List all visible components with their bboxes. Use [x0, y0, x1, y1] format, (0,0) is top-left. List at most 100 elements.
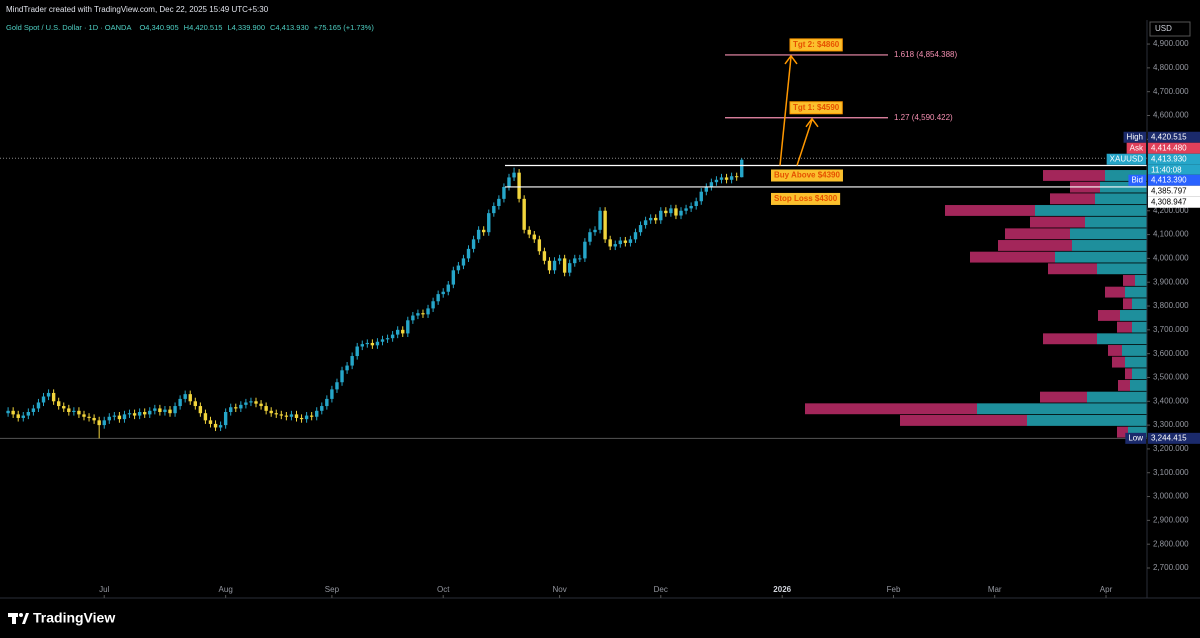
- candle-body: [512, 172, 516, 178]
- candle-body: [102, 420, 106, 426]
- candle-body: [618, 240, 623, 245]
- candle-body: [223, 412, 228, 426]
- candle-body: [436, 294, 440, 302]
- candle-body: [67, 408, 71, 413]
- logo-mark: [22, 613, 29, 624]
- price-tag: Ask: [1130, 143, 1144, 152]
- candle-body: [532, 234, 536, 240]
- x-tick-label: Sep: [325, 585, 340, 594]
- candle-body: [476, 229, 481, 240]
- logo: [8, 613, 29, 624]
- candle-body: [568, 263, 572, 273]
- candle-body: [669, 208, 673, 214]
- candle-body: [724, 177, 729, 180]
- arrow-head: [784, 54, 798, 65]
- candle-body: [345, 365, 349, 371]
- y-tick-label: 3,700.000: [1153, 325, 1189, 334]
- candle-body: [239, 404, 243, 409]
- profile-sell: [805, 403, 977, 415]
- profile-buy: [1097, 263, 1147, 275]
- y-tick-label: 3,100.000: [1153, 468, 1189, 477]
- candle-body: [269, 410, 273, 414]
- candle-body: [335, 382, 339, 390]
- plot: [0, 54, 1147, 439]
- candle-body: [6, 410, 10, 414]
- candle-body: [451, 270, 456, 285]
- candle-body: [608, 239, 612, 247]
- candle-body: [643, 220, 648, 226]
- ohlc-value: L4,339.900: [227, 23, 265, 32]
- candle-body: [487, 213, 491, 233]
- candle-body: [547, 260, 552, 271]
- candle-body: [87, 416, 91, 418]
- candle-body: [340, 370, 344, 383]
- candle-body: [72, 410, 76, 413]
- fib-label: 1.618 (4,854.388): [894, 50, 957, 59]
- price-tag: Bid: [1131, 175, 1143, 184]
- credit: MindTrader created with TradingView.com,…: [6, 5, 269, 14]
- countdown: 11:40:08: [1151, 165, 1182, 174]
- candle-body: [315, 410, 319, 417]
- price-label-box: [1148, 196, 1200, 208]
- candle-body: [654, 217, 658, 221]
- x-tick-label: Oct: [437, 585, 450, 594]
- candle-body: [36, 402, 41, 409]
- candle-body: [82, 414, 86, 417]
- candle-body: [21, 415, 25, 418]
- candle-body: [684, 208, 688, 211]
- currency-box: [1149, 21, 1191, 37]
- candle-body: [492, 205, 496, 214]
- y-tick-label: 3,800.000: [1153, 301, 1189, 310]
- price-tag-box: [1106, 153, 1146, 165]
- candle-body: [694, 201, 698, 206]
- candle-body: [309, 415, 314, 417]
- candle-body: [714, 179, 719, 183]
- candle-body: [633, 232, 638, 240]
- candle-body: [259, 403, 263, 407]
- target-label: Tgt 2: $4860: [793, 40, 840, 49]
- profile-buy: [1120, 310, 1147, 321]
- x-tick-label: Jul: [99, 585, 109, 594]
- profile-sell: [1117, 321, 1132, 333]
- candle-body: [573, 258, 577, 264]
- fib-label: 1.27 (4,590.422): [894, 113, 953, 122]
- candle-body: [360, 344, 364, 347]
- candle-body: [51, 392, 56, 402]
- currency: USD: [1155, 24, 1172, 33]
- candle-body: [583, 241, 587, 259]
- y-tick-label: 4,200.000: [1153, 206, 1189, 215]
- ohlc-value: O4,340.905: [139, 23, 178, 32]
- candle-body: [416, 313, 420, 316]
- candle-body: [294, 414, 299, 418]
- candle-body: [97, 420, 101, 426]
- profile-buy: [977, 403, 1147, 415]
- price-label-box: [1148, 185, 1200, 197]
- level-label: Buy Above $4390: [774, 171, 841, 180]
- candle-body: [77, 410, 81, 415]
- symbol: Gold Spot / U.S. Dollar · 1D · OANDA: [6, 23, 131, 32]
- candle-body: [562, 258, 567, 273]
- candle-body: [517, 172, 521, 199]
- y-tick-label: 2,900.000: [1153, 515, 1189, 524]
- arrow: [779, 56, 792, 166]
- x-tick-label: 2026: [773, 585, 791, 594]
- candle-body: [542, 251, 547, 261]
- candle-body: [734, 176, 739, 178]
- candle-body: [173, 406, 177, 414]
- price-label: 4,385.797: [1151, 186, 1187, 195]
- profile-buy: [1055, 251, 1147, 263]
- profile-buy: [1132, 298, 1147, 310]
- y-tick-label: 4,600.000: [1153, 111, 1189, 120]
- profile-sell: [1005, 228, 1070, 240]
- price-label: 4,420.515: [1151, 132, 1187, 141]
- candle-body: [689, 205, 693, 209]
- candle-body: [355, 346, 359, 357]
- candle-body: [664, 210, 668, 214]
- profile-buy: [1130, 380, 1147, 391]
- price-label: 4,413.390: [1151, 175, 1187, 184]
- arrow-head: [805, 117, 819, 128]
- price-label-box: [1148, 432, 1200, 444]
- candle-body: [62, 406, 66, 409]
